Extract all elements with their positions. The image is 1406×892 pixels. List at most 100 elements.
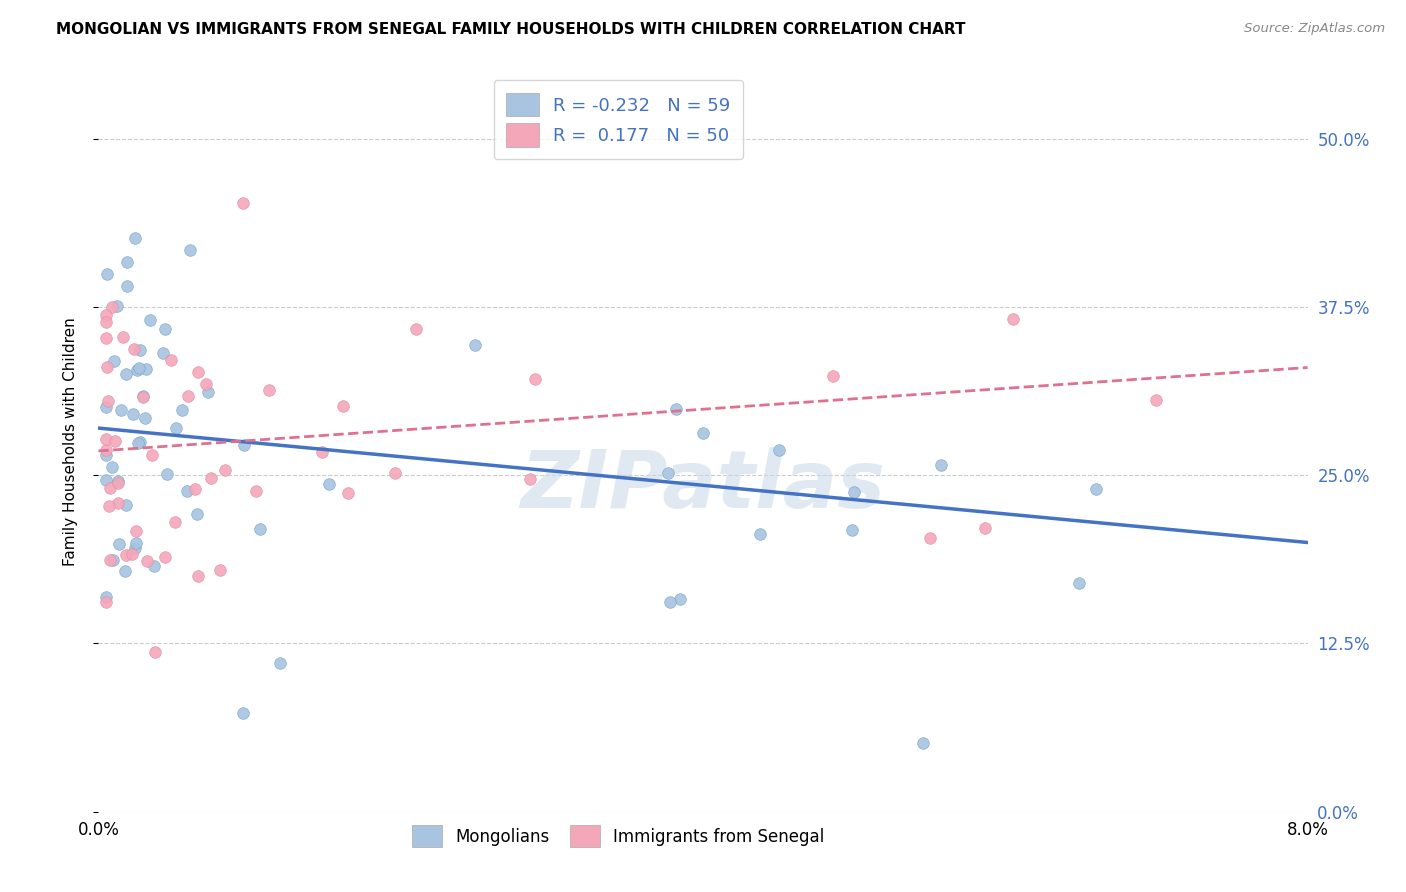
Point (179, 243, 201, 257)
Point (115, 498, 138, 512)
Point (318, 476, 340, 491)
Point (912, 736, 935, 750)
Point (155, 322, 177, 336)
Point (98, 499, 121, 513)
Point (156, 467, 179, 482)
Point (122, 343, 145, 357)
Point (94, 590, 117, 604)
Point (141, 448, 163, 462)
Point (768, 443, 790, 458)
Point (94, 448, 117, 462)
Point (668, 591, 690, 606)
Point (103, 354, 125, 368)
Point (232, 196, 254, 211)
Point (257, 383, 280, 397)
Point (98, 482, 121, 496)
Y-axis label: Family Households with Children: Family Households with Children (63, 318, 77, 566)
Point (101, 460, 124, 475)
Point (464, 338, 486, 352)
Point (143, 645, 166, 659)
Point (127, 436, 149, 450)
Point (187, 569, 209, 583)
Point (929, 458, 952, 472)
Point (108, 537, 131, 551)
Text: Source: ZipAtlas.com: Source: ZipAtlas.com (1244, 22, 1385, 36)
Point (176, 389, 198, 403)
Point (122, 408, 145, 422)
Point (844, 484, 866, 499)
Point (135, 362, 157, 376)
Point (384, 466, 406, 480)
Point (337, 486, 360, 500)
Point (918, 531, 941, 545)
Point (249, 522, 271, 536)
Point (332, 399, 354, 413)
Point (94, 443, 117, 458)
Point (186, 507, 208, 521)
Point (152, 346, 174, 360)
Point (94, 315, 117, 329)
Point (94, 432, 117, 446)
Point (107, 496, 129, 510)
Point (117, 255, 139, 269)
Point (97, 394, 120, 409)
Point (100, 301, 122, 315)
Point (107, 474, 129, 488)
Point (94, 594, 117, 608)
Point (135, 554, 157, 568)
Point (94, 474, 117, 488)
Point (197, 384, 219, 399)
Legend: Mongolians, Immigrants from Senegal: Mongolians, Immigrants from Senegal (404, 817, 832, 855)
Point (96, 360, 118, 375)
Point (176, 484, 198, 499)
Point (659, 595, 682, 609)
Point (245, 483, 267, 498)
Point (232, 438, 254, 452)
Point (121, 547, 143, 561)
Point (1085, 482, 1108, 496)
Point (142, 559, 165, 574)
Text: MONGOLIAN VS IMMIGRANTS FROM SENEGAL FAMILY HOUSEHOLDS WITH CHILDREN CORRELATION: MONGOLIAN VS IMMIGRANTS FROM SENEGAL FAM… (56, 22, 966, 37)
Point (232, 706, 254, 720)
Point (405, 321, 427, 335)
Point (187, 365, 209, 379)
Point (657, 466, 679, 480)
Point (1067, 576, 1090, 591)
Point (132, 389, 155, 403)
Point (665, 402, 688, 417)
Point (110, 402, 132, 417)
Point (311, 445, 333, 459)
Point (748, 527, 770, 541)
Point (165, 515, 187, 529)
Point (114, 548, 136, 562)
Point (823, 369, 845, 384)
Point (208, 563, 231, 577)
Point (129, 434, 152, 449)
Point (101, 553, 124, 567)
Point (132, 390, 155, 404)
Point (96, 267, 118, 281)
Point (94, 331, 117, 345)
Point (129, 343, 152, 358)
Point (124, 524, 146, 539)
Point (194, 377, 217, 392)
Point (973, 521, 995, 535)
Point (269, 656, 291, 670)
Point (153, 549, 176, 564)
Point (841, 524, 863, 538)
Point (200, 470, 222, 484)
Point (125, 363, 148, 377)
Point (519, 472, 541, 486)
Point (1146, 392, 1168, 407)
Point (115, 278, 138, 293)
Point (172, 403, 194, 417)
Point (115, 367, 138, 381)
Point (98, 553, 121, 567)
Point (134, 411, 156, 425)
Point (114, 564, 136, 578)
Point (105, 299, 128, 313)
Point (94, 400, 117, 414)
Point (1002, 312, 1025, 326)
Point (94, 308, 117, 322)
Point (124, 536, 146, 550)
